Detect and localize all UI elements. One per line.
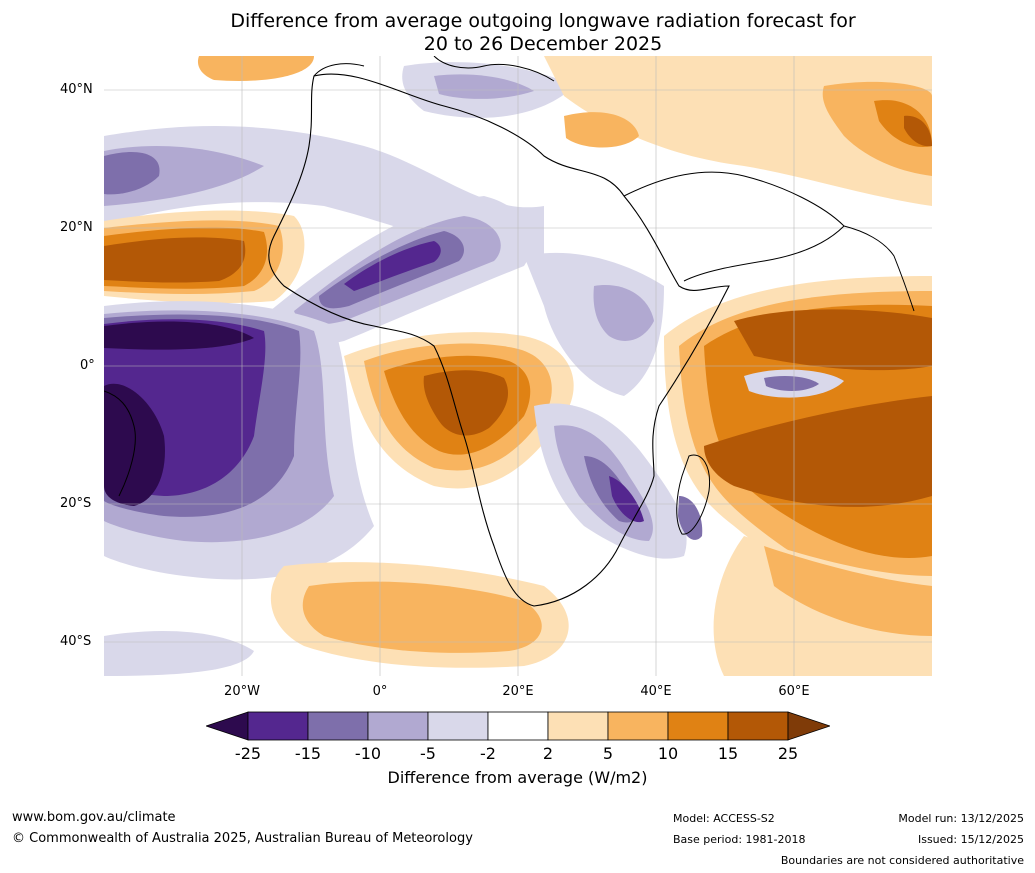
lon-label-60e: 60°E: [778, 684, 810, 699]
anomaly-region-sahel-core: [344, 241, 441, 291]
footer-base-period: Base period: 1981-2018: [673, 833, 806, 846]
anomaly-region-wafrica-orange-core: [104, 237, 246, 283]
anomaly-region-ne-core: [904, 115, 932, 147]
colorbar-tick-label: 10: [657, 744, 679, 763]
colorbar-tick-label: 2: [542, 744, 554, 763]
chart-title: Difference from average outgoing longwav…: [0, 10, 1035, 56]
anomaly-region-eafrica-lavender: [524, 252, 664, 396]
anomaly-region-nw-dark: [104, 152, 160, 195]
lat-label-0: 0°: [80, 358, 95, 373]
arabia-coastline: [623, 171, 845, 282]
footer-model: Model: ACCESS-S2: [673, 812, 775, 825]
colorbar-tick-label: -2: [480, 744, 496, 763]
anomaly-region-arabia-orange: [564, 112, 639, 148]
india-coastline: [843, 225, 915, 312]
anomaly-region-eafrica-purple: [593, 285, 654, 341]
colorbar-legend: [206, 711, 830, 741]
colorbar-box: [247, 711, 309, 741]
colorbar-box: [427, 711, 489, 741]
anomaly-region-io-core-south: [704, 396, 932, 507]
title-line-2: 20 to 26 December 2025: [423, 33, 663, 55]
colorbar-tick-label: 25: [777, 744, 799, 763]
lat-label-20s: 20°S: [60, 496, 92, 511]
footer-issued: Issued: 15/12/2025: [917, 833, 1024, 846]
europe-coastline: [313, 56, 555, 82]
anomaly-region-madagascar-purple: [678, 496, 703, 540]
colorbar-box: [307, 711, 369, 741]
africa-coastline: [268, 73, 730, 607]
colorbar-box: [667, 711, 729, 741]
anomaly-region-med-core: [434, 74, 534, 99]
colorbar-tick-label: -5: [420, 744, 436, 763]
footer-model-run: Model run: 13/12/2025: [898, 812, 1024, 825]
colorbar-box: [367, 711, 429, 741]
colorbar-box: [487, 711, 549, 741]
colorbar-tick-label: 15: [717, 744, 739, 763]
footer-disclaimer: Boundaries are not considered authoritat…: [780, 854, 1024, 867]
anomaly-region-atlantic-darkest: [104, 321, 254, 350]
colorbar-tick-label: -15: [294, 744, 322, 763]
colorbar-tick-label: 5: [602, 744, 614, 763]
colorbar-extend-high: [787, 711, 830, 741]
footer-copyright: © Commonwealth of Australia 2025, Austra…: [12, 831, 473, 846]
colorbar-box: [547, 711, 609, 741]
anomaly-region-top-orange: [197, 56, 314, 81]
colorbar-label: Difference from average (W/m2): [387, 768, 648, 787]
anomaly-region-satlantic-orange: [302, 581, 542, 653]
olr-anomaly-map: [104, 56, 932, 676]
lon-label-0: 0°: [372, 684, 388, 699]
colorbar-extend-low: [206, 711, 249, 741]
footer-website: www.bom.gov.au/climate: [12, 810, 176, 825]
anomaly-region-io-core: [734, 309, 932, 371]
title-line-1: Difference from average outgoing longwav…: [230, 10, 856, 32]
colorbar-tick-label: -25: [234, 744, 262, 763]
colorbar-box: [607, 711, 669, 741]
lat-label-40n: 40°N: [60, 82, 93, 97]
anomaly-region-sio-mid: [764, 546, 932, 636]
colorbar-box: [727, 711, 789, 741]
lon-label-20w: 20°W: [224, 684, 260, 699]
map-gridlines: [104, 56, 932, 676]
lon-label-20e: 20°E: [502, 684, 534, 699]
lat-label-40s: 40°S: [60, 634, 92, 649]
anomaly-region-congo-core: [423, 370, 509, 436]
madagascar-coastline: [676, 454, 711, 535]
lat-label-20n: 20°N: [60, 220, 93, 235]
lon-label-40e: 40°E: [640, 684, 672, 699]
anomaly-region-io-purple-core: [764, 376, 819, 391]
anomaly-region-moz-core: [609, 476, 644, 523]
colorbar-tick-label: -10: [354, 744, 382, 763]
brazil-coastline: [104, 390, 136, 497]
anomaly-region-brazil-darkest: [104, 383, 165, 506]
